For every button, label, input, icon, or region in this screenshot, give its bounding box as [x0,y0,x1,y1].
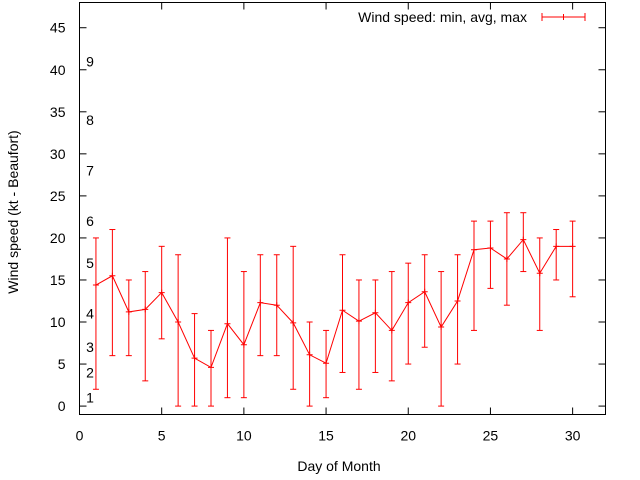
error-bar-day-23 [454,254,461,365]
error-bar-day-16 [339,254,346,373]
error-bars [92,212,576,407]
beaufort-label-7: 7 [86,163,94,179]
y-tick-label-45: 45 [50,20,66,36]
avg-point-day-8 [208,364,214,371]
error-bar-day-22 [438,271,445,407]
y-tick-label-15: 15 [50,272,66,288]
error-bar-day-6 [175,254,182,407]
avg-point-day-21 [421,288,428,295]
error-bar-day-17 [355,279,362,390]
beaufort-label-9: 9 [86,53,94,69]
plot-frame [79,2,606,415]
error-bar-day-30 [569,220,576,298]
y-axis-label: Wind speed (kt - Beaufort) [5,130,21,293]
error-bar-day-25 [487,220,494,289]
beaufort-label-5: 5 [86,255,94,271]
error-bar-day-13 [290,245,297,390]
y-tick-label-5: 5 [58,356,66,372]
y-tick-label-40: 40 [50,62,66,78]
avg-point-day-9 [224,320,231,327]
error-bar-day-20 [405,262,412,365]
avg-point-day-28 [536,270,543,277]
avg-point-day-17 [355,318,362,325]
y-tick-label-25: 25 [50,188,66,204]
avg-point-day-4 [142,306,149,313]
error-bar-day-18 [372,279,379,373]
avg-point-day-5 [158,289,165,296]
avg-point-day-1 [92,282,99,289]
error-bar-day-4 [142,271,149,382]
y-tick-label-10: 10 [50,314,66,330]
avg-point-day-25 [487,245,494,252]
avg-point-day-11 [257,299,264,306]
error-bar-day-10 [240,271,247,399]
x-tick-label-0: 0 [76,428,84,444]
beaufort-label-3: 3 [86,339,94,355]
avg-point-day-30 [569,243,576,250]
avg-point-day-12 [273,302,280,309]
avg-point-day-16 [339,307,346,314]
avg-point-day-27 [520,236,527,243]
error-bar-day-24 [471,220,477,331]
error-bar-day-14 [306,321,313,407]
beaufort-label-4: 4 [86,306,94,322]
error-bar-day-2 [109,229,116,357]
avg-point-day-19 [388,327,395,334]
beaufort-label-1: 1 [86,390,94,406]
avg-point-day-23 [454,297,461,304]
avg-point-day-29 [553,243,560,250]
legend: Wind speed: min, avg, max [358,9,586,25]
error-bar-day-9 [224,237,231,399]
beaufort-label-6: 6 [86,213,94,229]
avg-point-day-20 [405,299,412,306]
x-tick-label-25: 25 [483,428,499,444]
x-tick-label-5: 5 [158,428,166,444]
avg-point-day-6 [175,319,182,326]
average-wind-line [95,238,573,369]
avg-point-day-10 [240,341,247,348]
x-axis-label: Day of Month [297,458,380,474]
beaufort-scale-labels: 1 2 3 4 5 6 7 8 9 [86,53,94,405]
x-axis-ticks: 0 5 10 15 20 25 30 [76,2,581,444]
x-tick-label-30: 30 [565,428,581,444]
x-tick-label-20: 20 [400,428,416,444]
avg-point-day-22 [438,324,445,331]
error-bar-day-29 [553,229,560,281]
avg-point-day-24 [471,246,477,253]
avg-point-day-7 [191,355,198,362]
error-bar-day-28 [536,237,543,331]
beaufort-label-8: 8 [86,112,94,128]
avg-point-day-14 [306,351,313,358]
y-tick-label-20: 20 [50,230,66,246]
x-tick-label-15: 15 [318,428,334,444]
avg-point-day-3 [125,308,132,315]
error-bar-day-19 [388,271,395,382]
avg-point-day-2 [109,272,116,279]
avg-point-day-15 [323,360,330,367]
error-bar-day-1 [92,237,99,390]
avg-point-day-26 [503,255,510,262]
y-tick-label-0: 0 [58,398,66,414]
avg-point-day-18 [372,309,379,316]
x-tick-label-10: 10 [236,428,252,444]
avg-point-day-13 [290,319,297,326]
average-points [92,236,576,371]
beaufort-label-2: 2 [86,364,94,380]
error-bar-day-21 [421,254,428,348]
legend-label: Wind speed: min, avg, max [358,9,527,25]
y-tick-label-30: 30 [50,146,66,162]
error-bar-day-3 [125,279,132,357]
y-tick-label-35: 35 [50,104,66,120]
